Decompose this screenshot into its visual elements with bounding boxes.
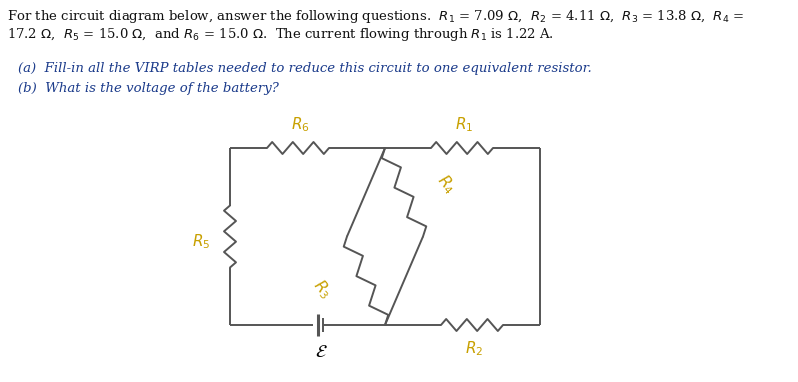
Text: $\mathcal{E}$: $\mathcal{E}$ <box>314 343 327 361</box>
Text: $R_4$: $R_4$ <box>433 171 460 197</box>
Text: $R_5$: $R_5$ <box>192 232 210 251</box>
Text: $R_3$: $R_3$ <box>309 276 335 302</box>
Text: $R_2$: $R_2$ <box>465 339 483 358</box>
Text: (a)  Fill-in all the VIRP tables needed to reduce this circuit to one equivalent: (a) Fill-in all the VIRP tables needed t… <box>18 62 592 75</box>
Text: (b)  What is the voltage of the battery?: (b) What is the voltage of the battery? <box>18 82 279 95</box>
Text: For the circuit diagram below, answer the following questions.  $R_1$ = 7.09 $\O: For the circuit diagram below, answer th… <box>7 8 744 25</box>
Text: $R_6$: $R_6$ <box>290 115 310 134</box>
Text: $R_1$: $R_1$ <box>455 115 473 134</box>
Text: 17.2 $\Omega$,  $R_5$ = 15.0 $\Omega$,  and $R_6$ = 15.0 $\Omega$.  The current : 17.2 $\Omega$, $R_5$ = 15.0 $\Omega$, an… <box>7 26 554 43</box>
